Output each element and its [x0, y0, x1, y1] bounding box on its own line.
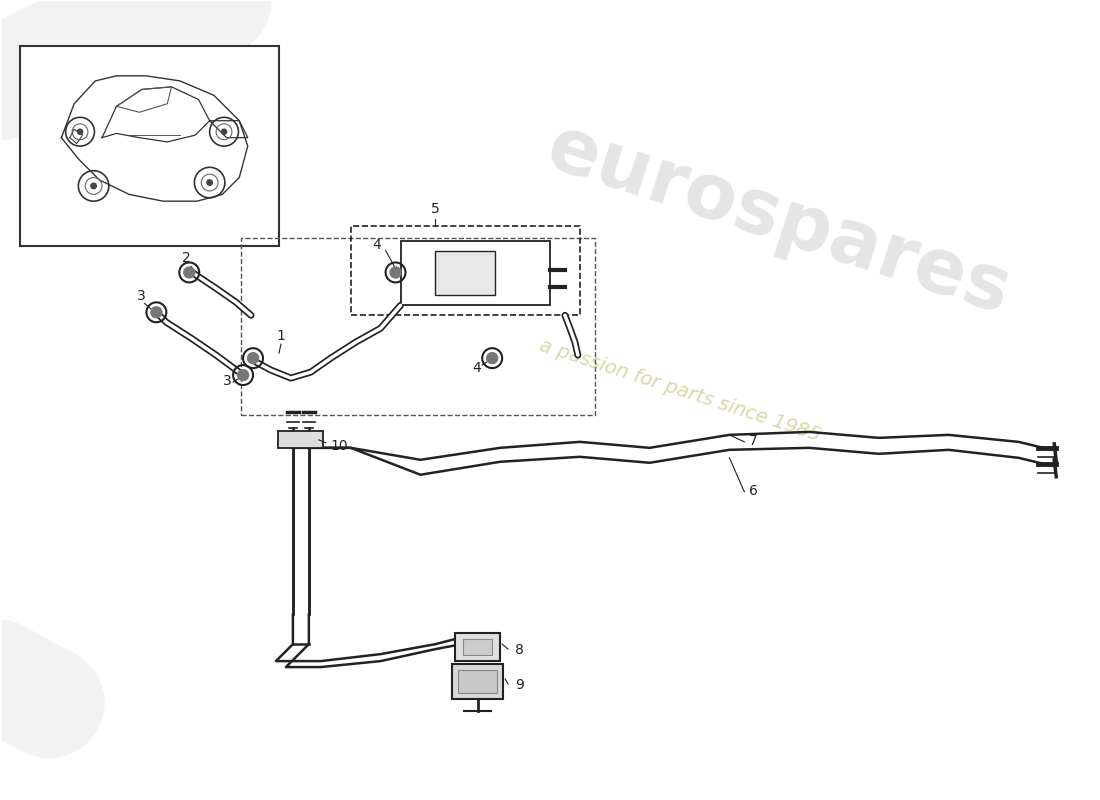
Bar [351, 226, 580, 315]
Bar [20, 46, 279, 246]
Text: eurospares: eurospares [538, 111, 1021, 330]
Text: 4: 4 [373, 238, 382, 251]
Text: 1: 1 [276, 330, 285, 343]
Text: 2: 2 [182, 251, 190, 266]
Bar [463, 639, 492, 655]
Bar [436, 250, 495, 295]
Circle shape [238, 370, 249, 381]
Bar [241, 238, 595, 415]
Text: 4: 4 [472, 361, 481, 375]
Bar [452, 664, 503, 699]
Circle shape [207, 180, 212, 186]
Circle shape [248, 353, 258, 364]
Circle shape [91, 183, 97, 189]
Circle shape [221, 129, 227, 134]
Bar [400, 241, 550, 306]
Text: a passion for parts since 1985: a passion for parts since 1985 [537, 335, 823, 445]
Text: 8: 8 [515, 643, 524, 657]
Circle shape [184, 267, 195, 278]
Text: 3: 3 [223, 374, 232, 388]
Circle shape [390, 267, 402, 278]
Text: 5: 5 [431, 202, 440, 216]
Circle shape [77, 129, 82, 134]
Text: 9: 9 [515, 678, 524, 692]
Bar [455, 633, 500, 661]
Bar [278, 431, 322, 448]
Text: 10: 10 [331, 439, 349, 453]
Bar [459, 670, 497, 693]
Circle shape [486, 353, 497, 364]
Text: 6: 6 [749, 484, 758, 498]
Circle shape [151, 307, 162, 318]
Text: 3: 3 [136, 290, 145, 303]
Text: 7: 7 [749, 434, 758, 448]
